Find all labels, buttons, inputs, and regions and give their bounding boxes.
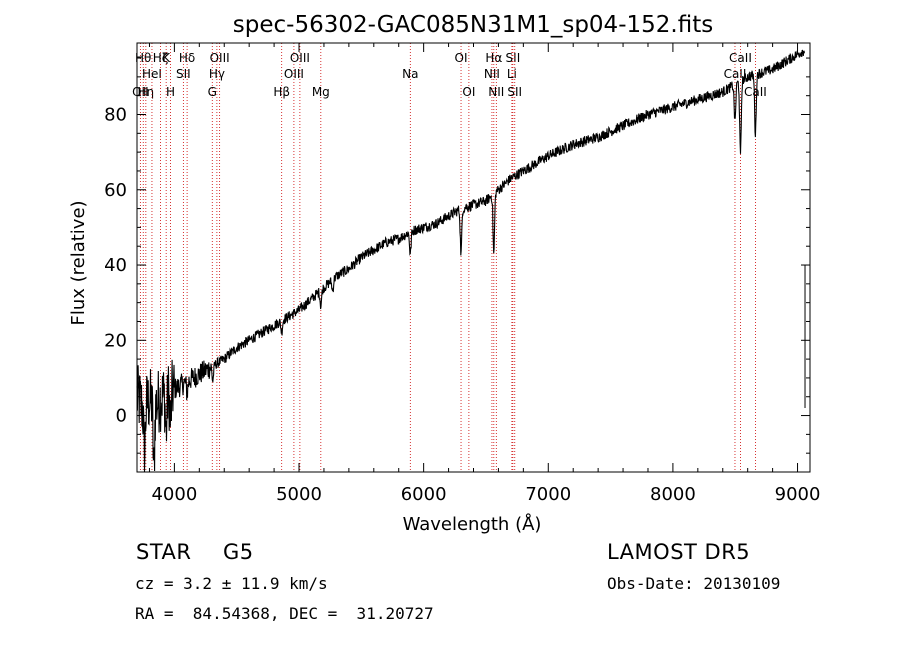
x-tick-label: 6000 (401, 484, 447, 505)
marker-label: OI (462, 85, 475, 99)
coordinates-text: RA = 84.54368, DEC = 31.20727 (135, 604, 434, 623)
object-class: STAR (136, 540, 192, 564)
object-subclass: G5 (223, 540, 254, 564)
marker-label: SII (176, 67, 191, 81)
marker-label: OII (132, 85, 149, 99)
marker-label: H (166, 85, 175, 99)
spectrum-line (136, 49, 805, 473)
obs-date-text: Obs-Date: 20130109 (607, 574, 781, 593)
marker-label: Hη (138, 85, 155, 99)
axes: 4000 5000 6000 7000 8000 9000 0 20 40 60 80 (104, 43, 820, 505)
marker-label: Hγ (209, 67, 225, 81)
marker-label: OIII (284, 67, 304, 81)
y-tick-label: 40 (104, 255, 127, 276)
marker-label: CaII (744, 85, 767, 99)
marker-label: OIII (210, 51, 230, 65)
marker-label: SII (506, 51, 521, 65)
x-tick-label: 4000 (151, 484, 197, 505)
chart-title: spec-56302-GAC085N31M1_sp04-152.fits (233, 12, 713, 38)
marker-label: K (162, 51, 171, 65)
marker-label: OI (455, 51, 468, 65)
y-tick-label: 20 (104, 330, 127, 351)
x-tick-label: 9000 (775, 484, 821, 505)
redshift-text: cz = 3.2 ± 11.9 km/s (135, 574, 328, 593)
marker-label: HeI (142, 67, 162, 81)
marker-label: NII (484, 67, 500, 81)
spectrum-series (136, 49, 806, 473)
marker-label: Hα (485, 51, 502, 65)
survey-name: LAMOST DR5 (607, 540, 751, 564)
marker-label: Hζ (153, 51, 169, 65)
plot-frame (136, 42, 811, 473)
x-axis-label: Wavelength (Å) (403, 513, 542, 535)
marker-label: NII (488, 85, 504, 99)
marker-label: Na (402, 67, 418, 81)
y-tick-label: 80 (104, 105, 127, 126)
marker-label: CaII (729, 51, 752, 65)
marker-label: Mg (312, 85, 330, 99)
marker-label: G (208, 85, 217, 99)
marker-label: Hθ (135, 51, 151, 65)
y-tick-label: 60 (104, 180, 127, 201)
x-tick-label: 8000 (650, 484, 696, 505)
marker-label: Hβ (273, 85, 290, 99)
y-tick-label: 0 (116, 406, 127, 427)
y-axis-label: Flux (relative) (68, 200, 89, 325)
marker-label: OIII (290, 51, 310, 65)
x-tick-label: 5000 (276, 484, 322, 505)
marker-label: Li (507, 67, 517, 81)
marker-label: SII (507, 85, 522, 99)
line-markers: OIIHθHηHeIHζKHSIIHδGHγOIIIHβOIIIOIIIMgNa… (132, 43, 767, 472)
marker-label: Hδ (179, 51, 195, 65)
x-tick-label: 7000 (525, 484, 571, 505)
